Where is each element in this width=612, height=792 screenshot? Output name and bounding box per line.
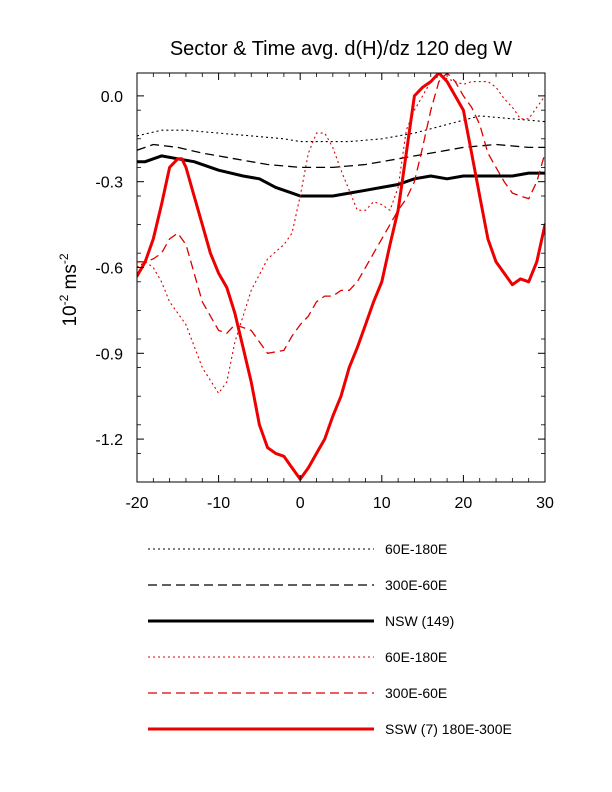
legend-label-4: 60E-180E [385,649,447,665]
plot-lines [137,73,545,481]
series-line-6 [137,73,545,481]
x-tick-label: 10 [373,495,391,512]
plot-frame [136,72,546,483]
axes: -20 -10 0 10 20 30 0.0 -0.3 -0.6 -0.9 -1.2 [95,72,554,512]
x-tick-label: 20 [455,495,473,512]
x-tick-label: -10 [207,495,230,512]
y-axis-label-exp1: -2 [57,294,71,305]
series-line-3 [137,154,545,198]
series-line-1 [137,115,545,143]
y-tick-label: -0.9 [95,346,123,363]
y-tick-label: -0.6 [95,260,123,277]
x-tick-label: 30 [536,495,554,512]
legend: 60E-180E 300E-60E NSW (149) 60E-180E 300E-60… [148,541,512,737]
legend-label-5: 300E-60E [385,685,447,701]
y-axis-label: 10-2 ms-2 [57,253,81,326]
y-axis-label-exp2: -2 [57,253,71,264]
y-axis-label-base: 10 [60,305,81,326]
series-line-5 [137,73,545,354]
legend-label-2: 300E-60E [385,577,447,593]
y-axis-label-unit: ms [60,264,81,295]
legend-label-6: SSW (7) 180E-300E [385,721,512,737]
legend-label-1: 60E-180E [385,541,447,557]
y-tick-label: -1.2 [95,432,123,449]
x-tick-label: 0 [296,495,305,512]
x-tick-label: -20 [125,495,148,512]
y-tick-label: 0.0 [101,89,123,106]
y-tick-label: -0.3 [95,175,123,192]
legend-label-3: NSW (149) [385,613,454,629]
chart-title: Sector & Time avg. d(H)/dz 120 deg W [170,38,512,60]
series-line-4 [137,75,545,394]
